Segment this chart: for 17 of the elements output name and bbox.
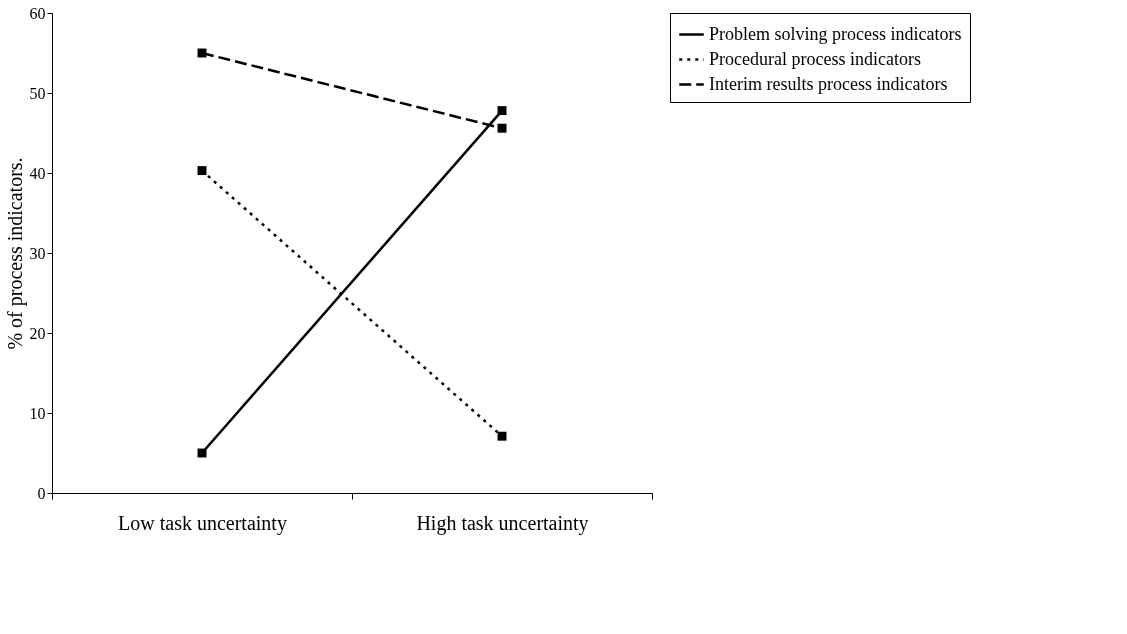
legend-label: Procedural process indicators xyxy=(709,48,921,69)
y-axis-title: % of process indicators. xyxy=(3,157,27,350)
point xyxy=(497,431,507,441)
x-tick-label: High task uncertainty xyxy=(416,511,589,535)
y-tick-label: 20 xyxy=(29,324,46,342)
y-tick-label: 30 xyxy=(29,244,46,262)
y-tick-label: 10 xyxy=(29,404,46,422)
y-tick-label: 60 xyxy=(29,4,46,22)
point xyxy=(497,123,507,133)
y-tick-label: 50 xyxy=(29,84,46,102)
y-tick-label: 40 xyxy=(29,164,46,182)
x-tick-label: Low task uncertainty xyxy=(118,511,287,535)
y-tick-label: 0 xyxy=(37,484,46,502)
point xyxy=(197,166,207,176)
point xyxy=(497,106,507,116)
legend-label: Problem solving process indicators xyxy=(709,23,962,44)
legend-label: Interim results process indicators xyxy=(709,73,948,94)
